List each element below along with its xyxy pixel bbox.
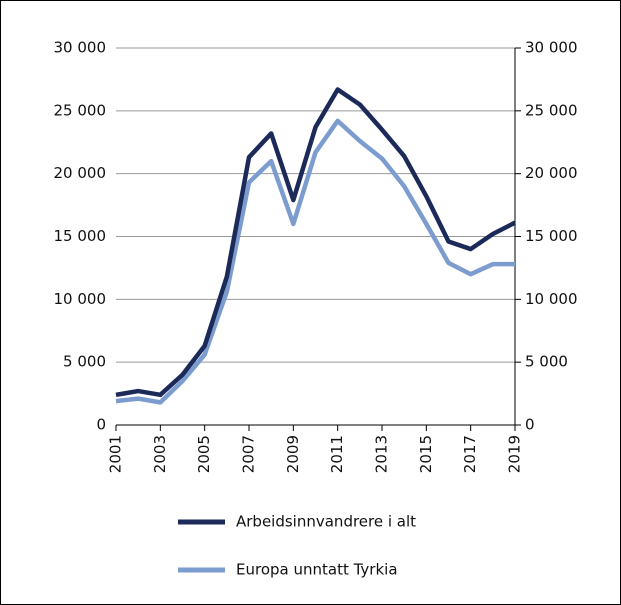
y-tick-label: 25 000 <box>54 101 107 119</box>
y-tick-label: 30 000 <box>54 39 107 57</box>
x-tick-label: 2011 <box>328 435 346 473</box>
x-tick-label: 2009 <box>284 435 302 473</box>
x-tick-label: 2013 <box>373 435 391 473</box>
series-line <box>115 118 515 405</box>
y-tick-label: 5 000 <box>63 353 106 371</box>
x-tick-label: 2005 <box>195 435 213 473</box>
x-tick-label: 2015 <box>417 435 435 473</box>
y2-tick-label: 30 000 <box>525 39 578 57</box>
legend-label: Europa unntatt Tyrkia <box>236 561 398 579</box>
y-tick-label: 15 000 <box>54 227 107 245</box>
y2-tick-label: 15 000 <box>525 227 578 245</box>
y-tick-label: 0 <box>96 416 106 434</box>
y2-tick-label: 0 <box>525 416 535 434</box>
y2-tick-label: 20 000 <box>525 164 578 182</box>
x-tick-label: 2007 <box>240 435 258 473</box>
legend-label: Arbeidsinnvandrere i alt <box>236 513 416 531</box>
y2-tick-label: 25 000 <box>525 101 578 119</box>
x-tick-label: 2003 <box>151 435 169 473</box>
x-tick-label: 2001 <box>107 435 125 473</box>
y2-tick-label: 10 000 <box>525 290 578 308</box>
series-line <box>115 87 517 398</box>
y-tick-label: 20 000 <box>54 164 107 182</box>
x-tick-label: 2019 <box>506 435 524 473</box>
y2-tick-label: 5 000 <box>525 353 568 371</box>
y-tick-label: 10 000 <box>54 290 107 308</box>
x-tick-label: 2017 <box>461 435 479 473</box>
